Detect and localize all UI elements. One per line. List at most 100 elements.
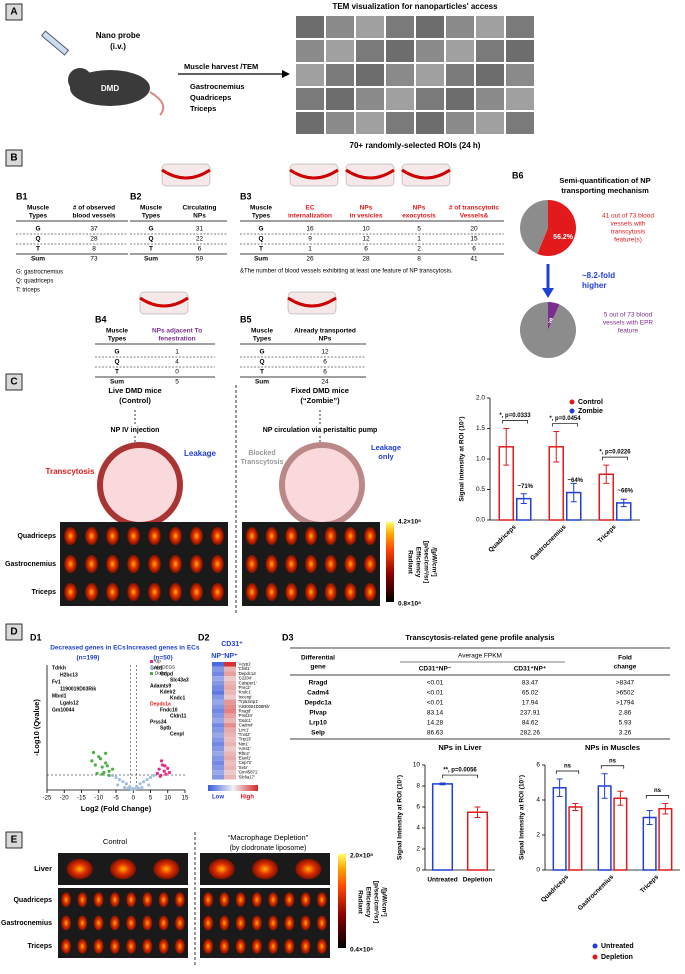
tem-image: [386, 16, 414, 38]
value-label: 56.2%: [553, 234, 574, 241]
annotation: *, p=0.0226: [599, 450, 631, 456]
heatmap-cell: [212, 774, 224, 780]
organ: [344, 583, 357, 601]
table-cell: Q: [259, 359, 264, 366]
organ: [106, 555, 119, 573]
heatmap-cell: [224, 680, 236, 686]
y-tick-label: 10: [413, 762, 421, 769]
ivis-image: [60, 522, 228, 606]
annotation: ~64%: [568, 478, 584, 484]
organ: [93, 938, 104, 954]
heatmap-cell: [212, 751, 224, 756]
organ: [142, 892, 153, 908]
table-cell: 73: [90, 256, 98, 263]
legend-label: Up: [155, 659, 161, 664]
table-cell: T: [36, 246, 40, 253]
heatmap-cell: [212, 737, 224, 742]
organ: [169, 527, 182, 545]
organ: [175, 938, 185, 954]
table-label: B2: [130, 191, 142, 201]
organ: [305, 527, 317, 545]
label: feature(s): [614, 237, 642, 244]
point: [140, 785, 144, 790]
heatmap-cell: [224, 723, 236, 728]
heatmap-cell: [212, 709, 224, 714]
table-header: Types: [252, 213, 271, 220]
label: ~8.2-fold: [582, 271, 615, 280]
heatmap-cell: [224, 746, 236, 752]
label: NP⁻: [211, 653, 225, 660]
label: (n=199): [77, 655, 100, 662]
label: Nano probe: [96, 31, 141, 40]
heatmap-cell: [212, 704, 224, 709]
organ: [127, 555, 140, 573]
table-cell: <0.01: [427, 680, 444, 687]
tem-image: [356, 64, 384, 86]
organ: [245, 583, 258, 601]
colorbar: [208, 785, 258, 791]
organ: [317, 915, 327, 931]
error-bar: [520, 493, 527, 505]
table-cell: 2.86: [619, 710, 632, 717]
label: Quadriceps: [13, 897, 52, 904]
heatmap-cell: [212, 690, 224, 695]
organ: [235, 892, 246, 908]
point: [98, 757, 103, 761]
label: vessels with: [610, 221, 645, 228]
table-cell: 28: [90, 236, 98, 243]
point: [152, 773, 156, 778]
organ: [148, 527, 161, 545]
table-cell: 8: [417, 256, 421, 263]
heatmap-cell: [224, 690, 236, 695]
annotation: *, p=0.0333: [499, 413, 531, 419]
tem-image: [506, 88, 534, 110]
label: [p/sec/cm²/sr]: [422, 541, 429, 583]
heatmap-cell: [212, 676, 224, 681]
table-cell: 15: [470, 236, 478, 243]
label: Control: [103, 837, 128, 846]
table-cell: Q: [148, 236, 153, 243]
point: [95, 771, 99, 775]
colorbar: [386, 522, 394, 602]
organ: [208, 858, 235, 880]
organ: [61, 892, 71, 908]
organ: [203, 938, 213, 954]
label: 4.2×10⁸: [398, 519, 421, 526]
point: [162, 769, 166, 773]
organ: [211, 555, 224, 573]
organ: [203, 915, 213, 931]
label: “Macrophage Depletion”: [228, 833, 309, 842]
x-tick-label: 0: [132, 796, 136, 802]
y-axis-label: Signal intensity at ROI (10⁷): [459, 416, 466, 501]
table-cell: 24: [321, 379, 329, 386]
table-header: NPs: [360, 205, 373, 212]
table-header: Types: [29, 213, 48, 220]
panel-label-box: [5, 149, 23, 167]
point: [126, 786, 130, 790]
organ: [324, 583, 337, 601]
label: Low: [212, 795, 224, 801]
heatmap-cell: [224, 671, 236, 677]
x-tick-label: -5: [113, 796, 119, 802]
point: [123, 785, 127, 790]
table-cell: 9: [308, 236, 312, 243]
y-tick-label: 0: [536, 867, 540, 874]
table-header: EC: [305, 205, 314, 212]
table-cell: 86.63: [427, 730, 444, 737]
y-tick-label: 0.0: [476, 517, 485, 524]
bar: [552, 787, 567, 871]
table-cell: 83.14: [427, 710, 444, 717]
y-axis-label: -Log10 (Qvalue): [32, 699, 41, 756]
bracket: [555, 770, 580, 774]
organ: [317, 892, 327, 908]
table-cell: 6: [364, 246, 368, 253]
error-bar: [620, 498, 627, 508]
label: Average FPKM: [458, 653, 502, 660]
heatmap-cell: [224, 732, 236, 738]
error-bar: [617, 790, 624, 806]
gene-label: 'Trp53inp1': [238, 699, 259, 704]
arrow-head: [542, 288, 554, 298]
gene-label: 'Gsdc1': [238, 718, 252, 723]
label: feature: [618, 328, 639, 335]
tem-image: [446, 64, 474, 86]
